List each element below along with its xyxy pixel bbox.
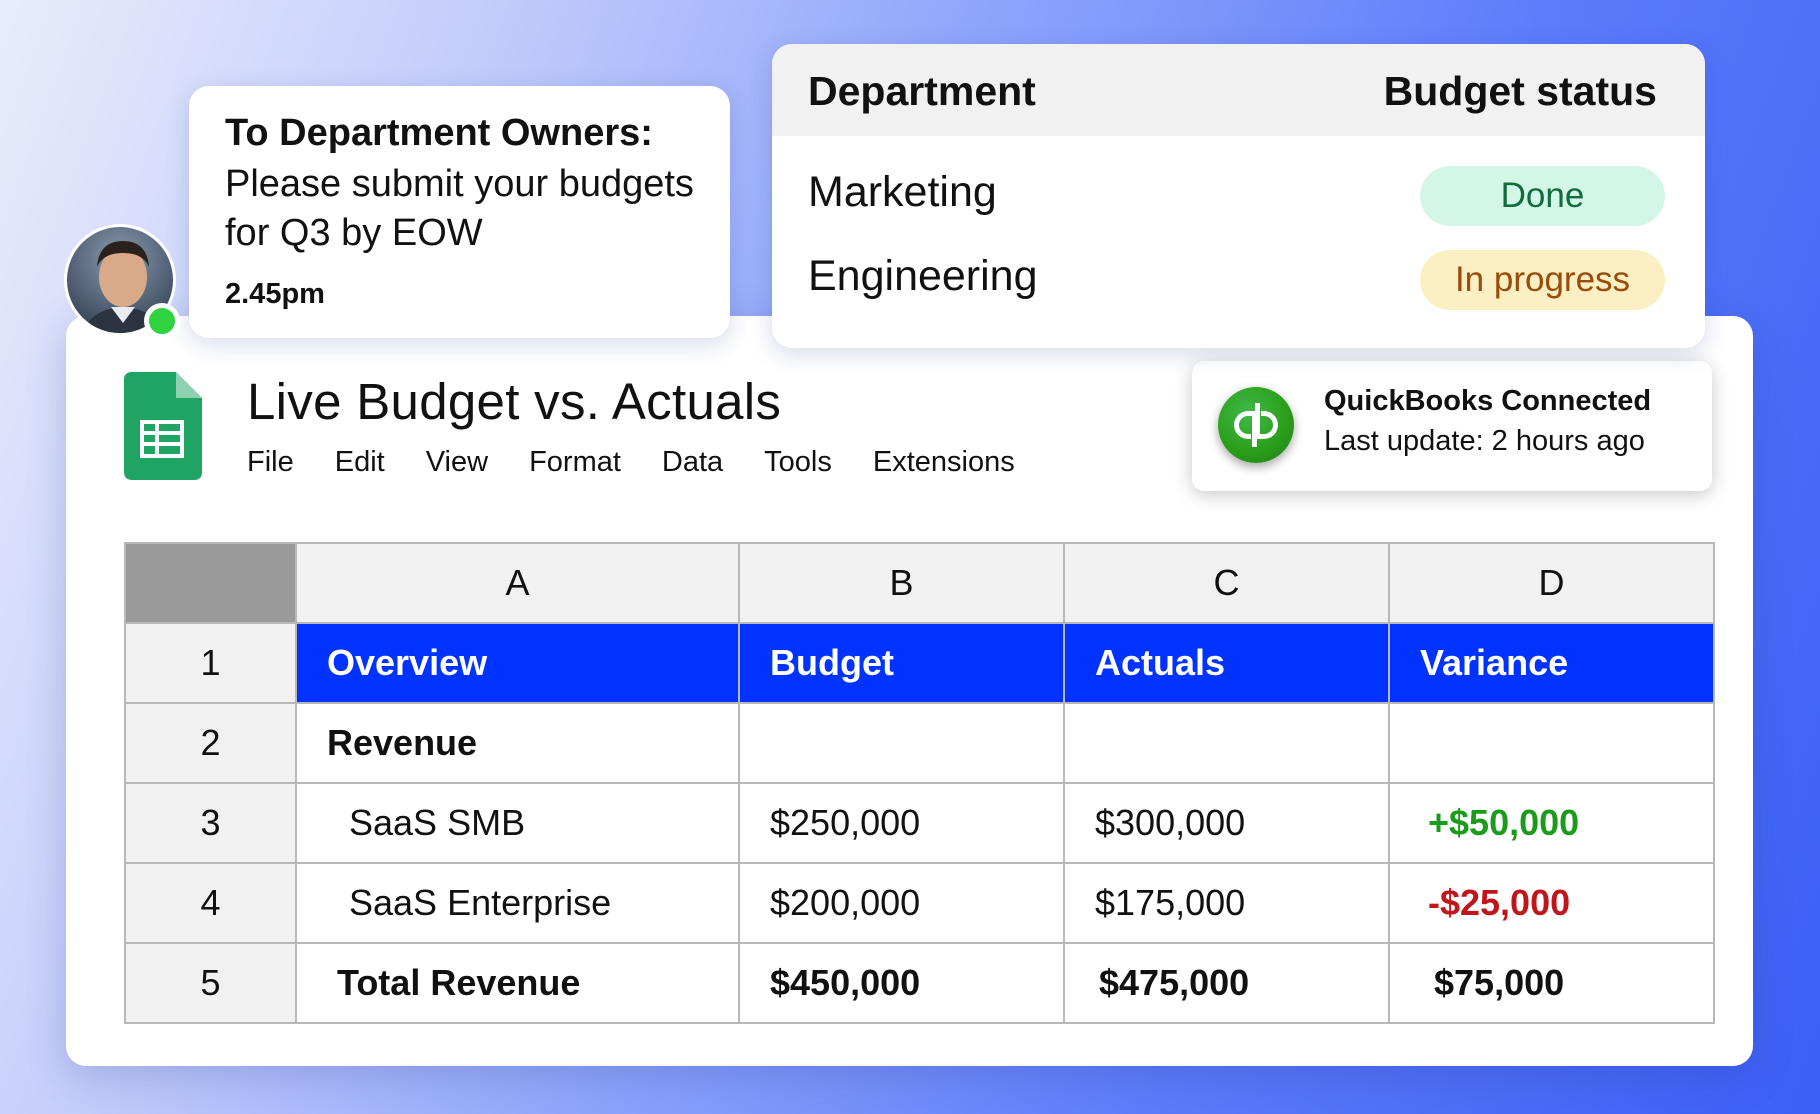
- cell-label[interactable]: Revenue: [295, 702, 740, 784]
- cell-budget[interactable]: $450,000: [738, 942, 1065, 1024]
- quickbooks-logo-icon: [1218, 387, 1294, 463]
- menu-tools[interactable]: Tools: [764, 446, 832, 478]
- menu-file[interactable]: File: [247, 446, 294, 478]
- menu-bar: File Edit View Format Data Tools Extensi…: [247, 446, 1056, 479]
- budget-status-column-header: Budget status: [1383, 68, 1657, 114]
- menu-extensions[interactable]: Extensions: [872, 446, 1015, 478]
- column-header-b[interactable]: B: [738, 542, 1065, 624]
- table-row: 2 Revenue: [124, 702, 1715, 784]
- cell-label[interactable]: Total Revenue: [295, 942, 740, 1024]
- message-bubble[interactable]: To Department Owners: Please submit your…: [189, 86, 730, 338]
- row-header-5[interactable]: 5: [124, 942, 297, 1024]
- row-header-4[interactable]: 4: [124, 862, 297, 944]
- cell-label[interactable]: SaaS Enterprise: [295, 862, 740, 944]
- avatar[interactable]: [64, 224, 176, 336]
- online-status-indicator: [144, 303, 180, 339]
- cell-actuals[interactable]: $475,000: [1063, 942, 1390, 1024]
- select-all-corner[interactable]: [124, 542, 297, 624]
- spreadsheet-grid: A B C D 1 Overview Budget Actuals Varian…: [124, 542, 1715, 1024]
- table-row: 3 SaaS SMB $250,000 $300,000 +$50,000: [124, 782, 1715, 864]
- document-title[interactable]: Live Budget vs. Actuals: [247, 373, 782, 430]
- column-header-d[interactable]: D: [1388, 542, 1715, 624]
- table-row: 4 SaaS Enterprise $200,000 $175,000 -$25…: [124, 862, 1715, 944]
- cell-actuals[interactable]: $300,000: [1063, 782, 1390, 864]
- column-header-c[interactable]: C: [1063, 542, 1390, 624]
- row-header-2[interactable]: 2: [124, 702, 297, 784]
- cell-variance[interactable]: -$25,000: [1388, 862, 1715, 944]
- quickbooks-title: QuickBooks Connected: [1324, 385, 1652, 417]
- cell-budget[interactable]: $200,000: [738, 862, 1065, 944]
- row-header-1[interactable]: 1: [124, 622, 297, 704]
- quickbooks-status-card[interactable]: QuickBooks Connected Last update: 2 hour…: [1192, 361, 1712, 491]
- menu-format[interactable]: Format: [529, 446, 621, 478]
- cell-actuals[interactable]: [1063, 702, 1390, 784]
- message-timestamp: 2.45pm: [225, 278, 325, 310]
- cell-label[interactable]: SaaS SMB: [295, 782, 740, 864]
- spreadsheet-window: Live Budget vs. Actuals File Edit View F…: [66, 316, 1753, 1066]
- cell-variance[interactable]: $75,000: [1388, 942, 1715, 1024]
- department-engineering: Engineering: [808, 252, 1038, 300]
- row-header-3[interactable]: 3: [124, 782, 297, 864]
- table-row: 5 Total Revenue $450,000 $475,000 $75,00…: [124, 942, 1715, 1024]
- cell-variance[interactable]: +$50,000: [1388, 782, 1715, 864]
- message-body: Please submit your budgets for Q3 by EOW: [225, 163, 694, 254]
- cell-variance-header[interactable]: Variance: [1388, 622, 1715, 704]
- cell-variance[interactable]: [1388, 702, 1715, 784]
- google-sheets-icon[interactable]: [124, 372, 202, 480]
- cell-budget[interactable]: [738, 702, 1065, 784]
- person-icon: [82, 241, 164, 333]
- table-row: 1 Overview Budget Actuals Variance: [124, 622, 1715, 704]
- menu-edit[interactable]: Edit: [334, 446, 385, 478]
- cell-budget-header[interactable]: Budget: [738, 622, 1065, 704]
- column-header-a[interactable]: A: [295, 542, 740, 624]
- cell-actuals[interactable]: $175,000: [1063, 862, 1390, 944]
- status-badge-in-progress: In progress: [1420, 250, 1665, 310]
- department-marketing: Marketing: [808, 168, 997, 216]
- column-header-row: A B C D: [124, 542, 1715, 624]
- department-status-card: Department Budget status Marketing Done …: [772, 44, 1705, 348]
- menu-data[interactable]: Data: [661, 446, 724, 478]
- status-badge-done: Done: [1420, 166, 1665, 226]
- cell-overview-header[interactable]: Overview: [295, 622, 740, 704]
- message-heading: To Department Owners:: [225, 112, 653, 154]
- cell-actuals-header[interactable]: Actuals: [1063, 622, 1390, 704]
- department-column-header: Department: [808, 68, 1036, 114]
- menu-view[interactable]: View: [425, 446, 489, 478]
- cell-budget[interactable]: $250,000: [738, 782, 1065, 864]
- department-table-header: Department Budget status: [772, 44, 1705, 136]
- quickbooks-last-update: Last update: 2 hours ago: [1324, 425, 1645, 457]
